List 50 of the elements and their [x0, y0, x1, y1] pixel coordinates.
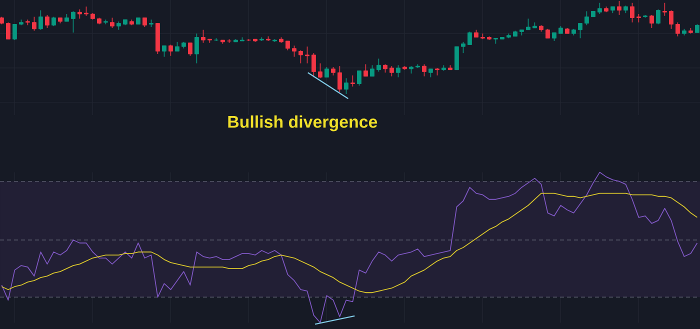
- candlestick: [52, 16, 56, 27]
- candlestick: [650, 14, 654, 28]
- candlestick: [526, 18, 530, 30]
- candlestick: [194, 33, 199, 64]
- candlestick: [669, 10, 674, 30]
- candlestick: [468, 31, 472, 46]
- candlestick: [350, 75, 355, 87]
- candlestick: [344, 78, 348, 94]
- candlestick: [162, 45, 166, 58]
- candlestick: [364, 64, 368, 77]
- candlestick: [324, 66, 329, 78]
- candlestick: [6, 22, 10, 40]
- candlestick: [32, 16, 36, 32]
- candlestick: [422, 64, 426, 77]
- candlestick: [662, 2, 667, 16]
- candlestick: [201, 29, 206, 44]
- candlestick: [286, 40, 290, 51]
- candlestick: [390, 66, 394, 77]
- candlestick: [175, 42, 180, 52]
- candlestick: [584, 10, 589, 26]
- candlestick: [676, 22, 680, 37]
- candlestick: [188, 42, 192, 56]
- candlestick: [45, 14, 50, 28]
- candlestick: [71, 10, 76, 34]
- candlestick: [38, 10, 43, 30]
- candlestick: [357, 70, 362, 86]
- candlestick: [454, 46, 459, 70]
- candlestick: [546, 28, 550, 39]
- candlestick: [376, 58, 381, 72]
- candlestick: [396, 64, 400, 78]
- candlestick: [578, 22, 582, 39]
- candlestick: [318, 62, 322, 79]
- candlestick: [84, 6, 88, 16]
- candlestick: [312, 52, 316, 78]
- candlestick: [370, 64, 374, 77]
- candlestick: [292, 45, 296, 58]
- candlestick: [617, 0, 622, 16]
- candlestick: [630, 2, 634, 23]
- candlestick: [110, 17, 114, 28]
- candlestick: [656, 8, 660, 25]
- candlestick: [338, 66, 342, 93]
- candlestick: [305, 46, 310, 64]
- candlestick: [168, 44, 173, 56]
- candlestick: [598, 2, 602, 14]
- candlestick: [298, 50, 303, 64]
- candlestick: [461, 42, 466, 54]
- candlestick: [142, 17, 147, 28]
- candlestick: [12, 24, 17, 40]
- candlestick: [78, 8, 82, 20]
- chart-title: Bullish divergence: [228, 115, 378, 132]
